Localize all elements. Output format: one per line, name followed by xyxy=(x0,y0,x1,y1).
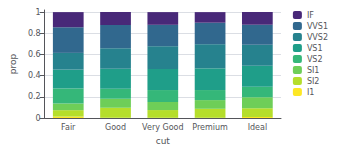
svg-text:VVS2: VVS2 xyxy=(307,33,328,42)
svg-text:VS1: VS1 xyxy=(307,44,323,53)
svg-text:Fair: Fair xyxy=(61,123,76,132)
svg-text:SI1: SI1 xyxy=(307,66,320,75)
svg-text:0.4: 0.4 xyxy=(28,71,41,80)
svg-text:1: 1 xyxy=(36,8,41,17)
svg-text:IF: IF xyxy=(307,11,314,20)
svg-text:I1: I1 xyxy=(307,88,314,97)
svg-text:cut: cut xyxy=(156,136,171,146)
svg-text:Ideal: Ideal xyxy=(248,123,267,132)
svg-text:Very Good: Very Good xyxy=(142,123,183,132)
svg-text:Premium: Premium xyxy=(192,123,228,132)
svg-text:0.2: 0.2 xyxy=(28,92,41,101)
svg-text:VS2: VS2 xyxy=(307,55,323,64)
svg-text:VVS1: VVS1 xyxy=(307,22,328,31)
svg-text:0.6: 0.6 xyxy=(28,50,41,59)
svg-text:0: 0 xyxy=(36,114,41,123)
svg-text:Good: Good xyxy=(105,123,126,132)
svg-text:prop: prop xyxy=(8,53,18,74)
svg-text:SI2: SI2 xyxy=(307,77,320,86)
svg-text:0.8: 0.8 xyxy=(28,29,41,38)
